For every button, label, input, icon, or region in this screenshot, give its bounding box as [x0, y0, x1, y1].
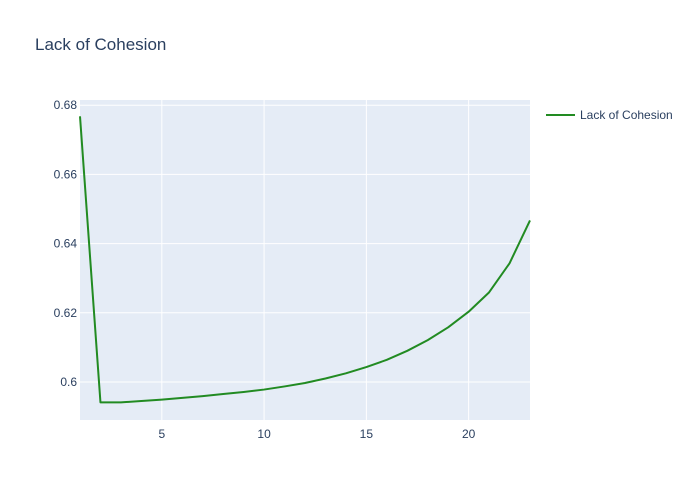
y-tick-label: 0.6 — [60, 375, 77, 389]
y-tick-label: 0.64 — [54, 237, 78, 251]
x-tick-label: 15 — [360, 427, 374, 441]
y-tick-label: 0.66 — [54, 167, 78, 181]
chart-title: Lack of Cohesion — [35, 35, 166, 54]
legend-label[interactable]: Lack of Cohesion — [580, 108, 673, 122]
y-tick-label: 0.62 — [54, 306, 78, 320]
grid-lines — [80, 100, 530, 420]
series-layer — [79, 116, 531, 404]
x-tick-label: 5 — [158, 427, 165, 441]
plot-area — [80, 100, 530, 420]
series-line[interactable] — [79, 116, 531, 404]
x-tick-label: 20 — [462, 427, 476, 441]
y-tick-label: 0.68 — [54, 98, 78, 112]
x-tick-label: 10 — [257, 427, 271, 441]
axis-ticks: 5 10 15 20 0.6 0.62 0.64 0.66 0.68 — [54, 98, 476, 441]
legend[interactable]: Lack of Cohesion — [546, 108, 673, 122]
